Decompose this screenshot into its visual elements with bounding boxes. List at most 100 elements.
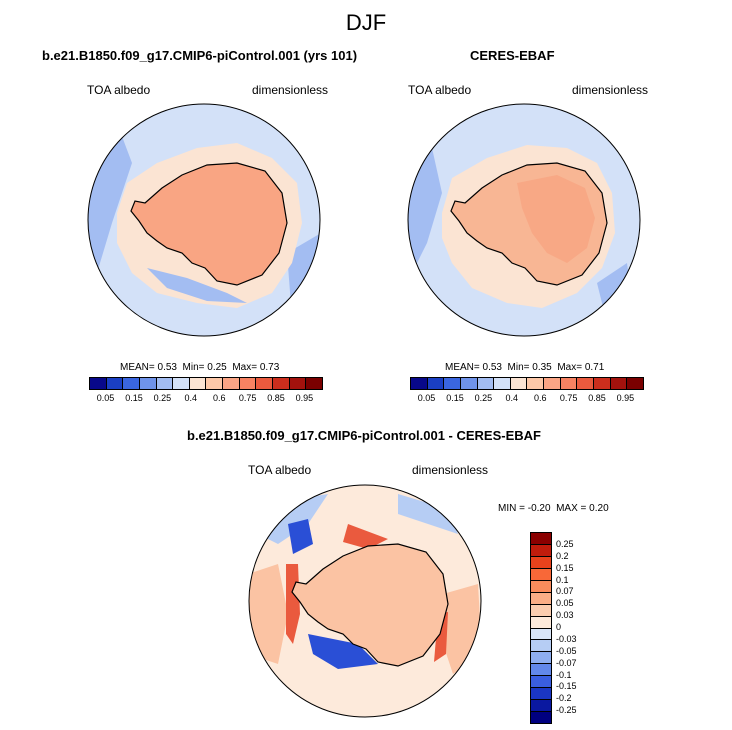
model-mean-label: MEAN= — [120, 362, 155, 373]
diff-panel-title: b.e21.B1850.f09_g17.CMIP6-piControl.001 … — [187, 428, 541, 443]
colorbar-tick-label: 0 — [556, 622, 562, 632]
colorbar-swatch — [627, 378, 643, 389]
colorbar-swatch — [444, 378, 461, 389]
colorbar-tick-label: 0.25 — [556, 538, 574, 549]
obs-variable-label: TOA albedo — [408, 83, 472, 97]
colorbar-swatch — [90, 378, 107, 389]
diff-negative-area — [288, 519, 313, 554]
colorbar-swatch — [531, 688, 551, 701]
colorbar-swatch — [531, 568, 551, 581]
diff-max-label: MAX = — [556, 503, 587, 514]
colorbar-tick-label: -0.1 — [556, 669, 572, 680]
model-units-label: dimensionless — [252, 83, 329, 97]
figure-title: DJF — [345, 10, 387, 35]
colorbar-tick-label: 0.15 — [446, 393, 464, 403]
model-ocean-band — [147, 268, 247, 303]
colorbar-tick-label: 0.6 — [212, 393, 226, 403]
colorbar-tick-label: 0.1 — [556, 574, 569, 585]
colorbar-swatch — [531, 664, 551, 677]
diff-positive-area — [249, 564, 288, 664]
diff-positive-area — [443, 584, 481, 674]
diff-max-value: 0.20 — [589, 503, 609, 514]
colorbar-swatch — [531, 628, 551, 641]
colorbar-swatch — [594, 378, 611, 389]
diff-min-value: -0.20 — [527, 503, 551, 514]
colorbar-swatch — [206, 378, 224, 389]
diff-colorbar — [530, 532, 552, 724]
obs-mean-value: 0.53 — [482, 362, 502, 373]
colorbar-swatch — [544, 378, 561, 389]
model-min-value: 0.25 — [207, 362, 227, 373]
colorbar-tick-label: 0.4 — [184, 393, 198, 403]
colorbar-tick-label: 0.75 — [238, 393, 257, 403]
colorbar-swatch — [289, 378, 307, 389]
obs-units-label: dimensionless — [572, 83, 649, 97]
colorbar-tick-label: 0.05 — [96, 393, 115, 403]
diff-variable-label: TOA albedo — [248, 463, 312, 477]
colorbar-tick-label: 0.05 — [417, 393, 436, 403]
colorbar-swatch — [610, 378, 628, 389]
colorbar-swatch — [411, 378, 428, 389]
colorbar-tick-label: -0.05 — [556, 645, 577, 656]
colorbar-tick-label: -0.07 — [556, 657, 577, 668]
model-min-label: Min= — [182, 362, 205, 373]
colorbar-swatch — [560, 378, 578, 389]
diff-units-label: dimensionless — [412, 463, 489, 477]
colorbar-swatch — [306, 378, 322, 389]
colorbar-tick-label: 0.03 — [556, 610, 574, 621]
colorbar-tick-label: -0.03 — [556, 633, 577, 644]
obs-max-label: Max= — [557, 362, 583, 373]
diff-antarctica-diff — [291, 543, 449, 667]
colorbar-swatch — [531, 676, 551, 689]
obs-panel-title: CERES-EBAF — [470, 48, 555, 63]
colorbar-tick-label: 0.95 — [295, 393, 314, 403]
diff-polar-map — [248, 484, 482, 718]
colorbar-swatch — [460, 378, 478, 389]
colorbar-tick-label: 0.15 — [125, 393, 143, 403]
obs-mean-label: MEAN= — [445, 362, 480, 373]
colorbar-tick-label: 0.75 — [559, 393, 578, 403]
colorbar-tick-label: 0.4 — [505, 393, 519, 403]
obs-min-value: 0.35 — [532, 362, 552, 373]
colorbar-tick-label: -0.15 — [556, 681, 577, 692]
model-mean-value: 0.53 — [157, 362, 177, 373]
colorbar-swatch — [531, 533, 551, 545]
colorbar-swatch — [427, 378, 445, 389]
colorbar-swatch — [531, 580, 551, 593]
colorbar-swatch — [173, 378, 190, 389]
model-colorbar — [89, 377, 323, 390]
colorbar-swatch — [577, 378, 595, 389]
colorbar-swatch — [106, 378, 124, 389]
colorbar-tick-label: 0.2 — [556, 550, 569, 561]
diff-negative-area — [308, 634, 378, 669]
diff-negative-area — [398, 494, 458, 534]
model-polar-map — [87, 103, 321, 337]
colorbar-swatch — [273, 378, 290, 389]
obs-ocean-band — [408, 148, 442, 278]
diff-min-label: MIN = — [498, 503, 525, 514]
colorbar-tick-label: 0.95 — [616, 393, 635, 403]
obs-min-label: Min= — [507, 362, 530, 373]
colorbar-swatch — [189, 378, 207, 389]
colorbar-swatch — [494, 378, 511, 389]
model-variable-label: TOA albedo — [87, 83, 151, 97]
colorbar-swatch — [510, 378, 528, 389]
colorbar-tick-label: 0.25 — [153, 393, 172, 403]
colorbar-swatch — [531, 712, 551, 723]
colorbar-tick-label: 0.85 — [588, 393, 606, 403]
colorbar-swatch — [477, 378, 495, 389]
colorbar-swatch — [531, 700, 551, 713]
colorbar-swatch — [531, 604, 551, 617]
model-panel-title: b.e21.B1850.f09_g17.CMIP6-piControl.001 … — [42, 48, 358, 63]
colorbar-swatch — [531, 592, 551, 605]
colorbar-tick-label: 0.15 — [556, 562, 574, 573]
colorbar-tick-label: -0.2 — [556, 693, 572, 704]
obs-max-value: 0.71 — [584, 362, 605, 373]
colorbar-swatch — [156, 378, 174, 389]
model-max-label: Max= — [232, 362, 258, 373]
colorbar-tick-label: 0.85 — [267, 393, 285, 403]
colorbar-tick-label: 0.05 — [556, 598, 574, 609]
obs-colorbar — [410, 377, 644, 390]
colorbar-tick-label: 0.25 — [474, 393, 493, 403]
colorbar-tick-label: 0.07 — [556, 586, 574, 597]
